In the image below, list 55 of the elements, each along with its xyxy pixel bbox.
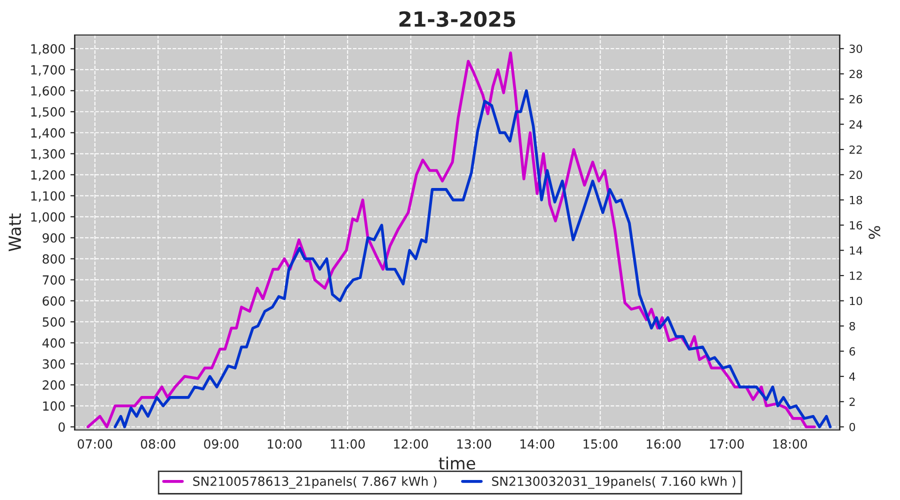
y2-tick-label: 8	[849, 322, 856, 330]
x-tick-label: 10:00	[268, 439, 302, 449]
y-tick-label: 1,200	[31, 170, 65, 181]
y-tick-label: 1,700	[31, 65, 65, 76]
y-tick-label: 1,100	[31, 191, 65, 202]
y2-tick-label: 14	[850, 246, 862, 255]
x-tick-label: 13:00	[457, 439, 492, 449]
y2-tick-label: 16	[850, 221, 862, 230]
x-tick-label: 15:00	[584, 439, 618, 449]
y-tick-label: 1,300	[31, 149, 65, 160]
x-tick-label: 08:00	[140, 439, 176, 449]
x-tick-label: 11:00	[330, 439, 365, 449]
y2-tick-label: 2	[850, 398, 855, 406]
x-tick-label: 14:00	[520, 439, 554, 449]
y-tick-label: 1,800	[31, 44, 65, 55]
y-tick-label: 900	[42, 233, 65, 243]
x-tick-label: 07:00	[78, 439, 112, 449]
y-tick-label: 700	[42, 275, 65, 285]
x-tick-label: 12:00	[394, 439, 428, 449]
chart-title: 21-3-2025	[399, 11, 516, 27]
y-tick-label: 300	[42, 359, 65, 369]
line-series	[86, 51, 816, 428]
x-tick-label: 09:00	[204, 439, 238, 449]
x-tick-label: 16:00	[646, 439, 681, 449]
y2-tick-label: 24	[850, 120, 862, 128]
y2-tick-label: 30	[850, 44, 862, 53]
y-tick-label: 500	[42, 317, 65, 327]
x-tick-label: 17:00	[710, 439, 744, 449]
y2-tick-label: 28	[850, 70, 862, 78]
y2-axis-title: %	[868, 226, 880, 239]
y-tick-label: 1,400	[31, 128, 65, 139]
y2-tick-label: 22	[850, 145, 862, 154]
y2-tick-label: 10	[850, 296, 862, 306]
y-tick-label: 0	[58, 422, 65, 432]
y-tick-label: 400	[42, 338, 65, 348]
y-tick-label: 600	[42, 296, 65, 306]
y-tick-label: 1,000	[31, 212, 65, 223]
y-tick-label: 100	[43, 401, 65, 411]
y-axis-title: Watt	[8, 214, 22, 252]
y2-tick-label: 20	[850, 170, 862, 180]
y-tick-label: 1,600	[31, 86, 65, 97]
legend-label: SN2100578613_21panels( 7.867 kWh )	[193, 476, 436, 489]
x-axis-title: time	[438, 456, 476, 470]
y2-tick-label: 6	[850, 347, 856, 356]
x-tick-label: 18:00	[773, 439, 807, 449]
y2-tick-label: 12	[850, 272, 862, 280]
y-tick-label: 1,500	[31, 107, 65, 118]
line-series	[114, 89, 832, 428]
legend-label: SN2130032031_19panels( 7.160 kWh )	[492, 476, 736, 489]
y-tick-label: 800	[42, 254, 65, 264]
y-tick-label: 200	[42, 380, 65, 390]
y2-tick-label: 4	[849, 372, 856, 381]
y2-tick-label: 26	[850, 95, 862, 104]
y2-tick-label: 0	[849, 422, 856, 432]
y2-tick-label: 18	[850, 196, 862, 204]
